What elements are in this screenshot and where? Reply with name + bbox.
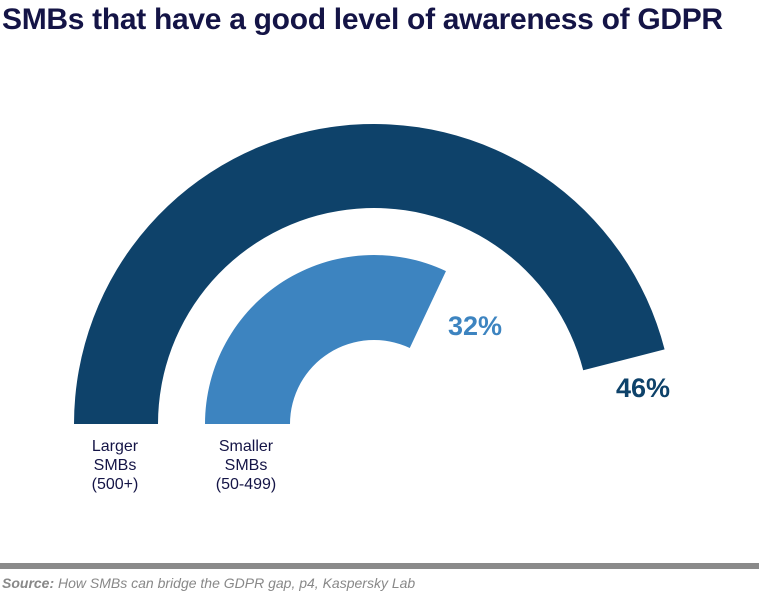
source-text: How SMBs can bridge the GDPR gap, p4, Ka… [58,575,416,591]
divider [0,563,759,569]
label-line: SMBs [224,457,268,474]
value-label-larger: 46% [616,373,670,403]
source-note: Source: How SMBs can bridge the GDPR gap… [2,575,415,591]
chart-title: SMBs that have a good level of awareness… [2,3,723,36]
label-line: Larger [91,438,139,455]
arc-larger [74,124,665,424]
label-line: Smaller [218,438,274,455]
arc-smaller [205,255,446,424]
label-line: (50-499) [215,476,277,493]
source-label: Source: [2,575,55,591]
category-label-smaller: Smaller SMBs (50-499) [186,437,306,494]
category-label-larger: Larger SMBs (500+) [55,437,175,494]
label-line: (500+) [91,476,139,493]
value-label-smaller: 32% [448,311,502,341]
label-line: SMBs [93,457,137,474]
radial-chart: 46% 32% [74,124,670,424]
